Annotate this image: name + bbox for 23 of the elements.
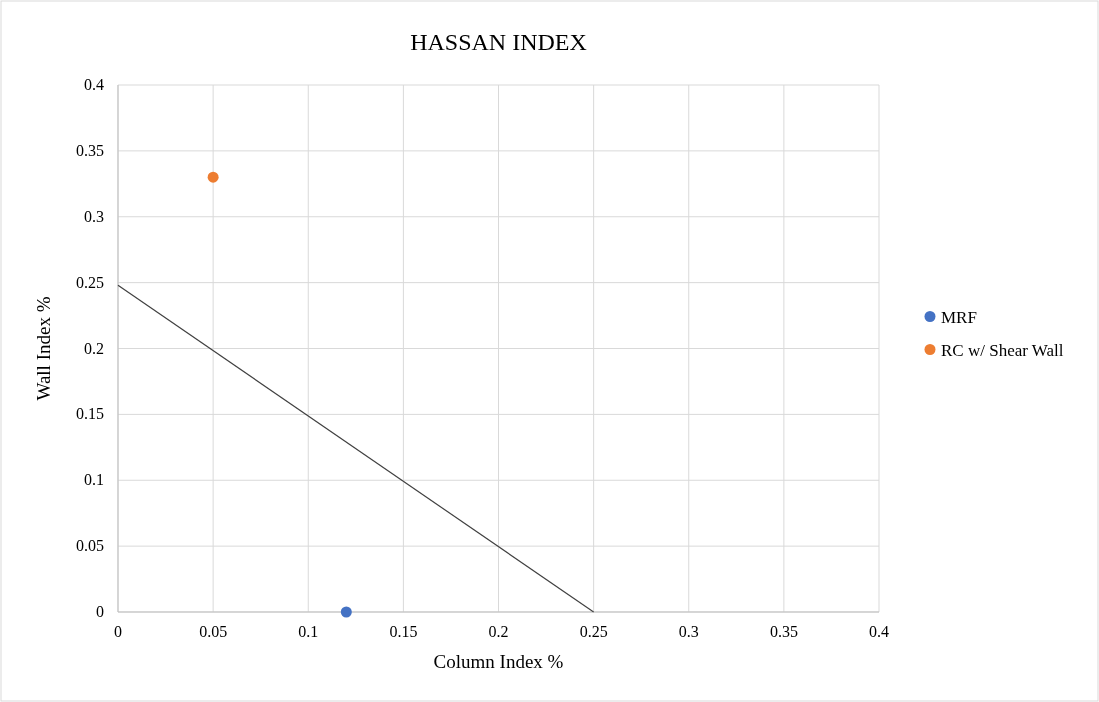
y-tick-label: 0.3 <box>84 207 104 225</box>
legend-label: RC w/ Shear Wall <box>941 340 1064 360</box>
x-tick-label: 0.15 <box>389 623 418 640</box>
y-tick-label: 0.2 <box>84 339 104 357</box>
y-axis-title: Wall Index % <box>33 296 54 401</box>
y-tick-label: 0.15 <box>76 405 104 423</box>
y-tick-label: 0.35 <box>76 141 104 159</box>
legend-label: MRF <box>941 307 977 327</box>
y-tick-label: 0.1 <box>84 471 104 489</box>
x-tick-label: 0.2 <box>488 623 509 640</box>
x-tick-label: 0 <box>114 623 122 640</box>
x-tick-label: 0.05 <box>199 623 228 640</box>
x-tick-label: 0.1 <box>298 623 319 640</box>
x-tick-label: 0.25 <box>579 623 608 640</box>
x-tick-label: 0.3 <box>678 623 699 640</box>
x-axis-title: Column Index % <box>433 651 564 672</box>
y-tick-label: 0.05 <box>76 537 104 555</box>
y-tick-label: 0.25 <box>76 273 104 291</box>
x-tick-label: 0.4 <box>869 623 889 640</box>
x-tick-label: 0.35 <box>769 623 798 640</box>
y-tick-label: 0.4 <box>84 76 104 93</box>
y-tick-label: 0 <box>96 603 104 620</box>
chart-title: HASSAN INDEX <box>410 29 587 55</box>
